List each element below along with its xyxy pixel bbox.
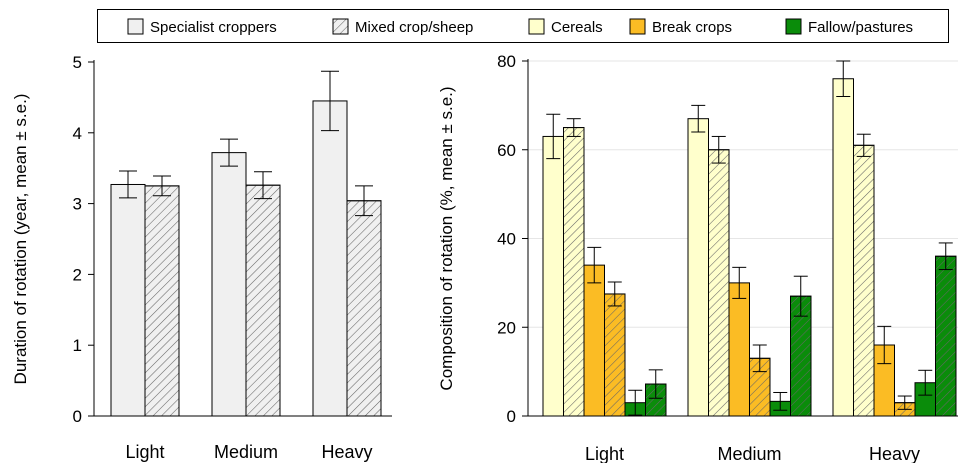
y-tick-label: 40 [497, 230, 516, 249]
duration-chart: 0 1 2 3 4 5 Duration of rotation (year, mean ±… [11, 53, 392, 462]
y-axis-label: Composition of rotation (%, mean ± s.e.) [437, 86, 456, 390]
legend-swatch-3 [629, 18, 646, 35]
bar-hatch [935, 255, 957, 417]
bar-hatch [563, 127, 585, 417]
bar-hatch [708, 149, 730, 417]
y-tick-label: 80 [497, 52, 516, 71]
y-tick-label: 0 [73, 407, 82, 426]
y-tick-label: 0 [507, 407, 516, 426]
bar [728, 282, 750, 417]
y-tick-label: 1 [73, 336, 82, 355]
bar-hatch [346, 200, 382, 417]
bar-hatch [853, 144, 875, 417]
category-label: Heavy [321, 442, 372, 462]
bar [312, 100, 348, 417]
y-tick-label: 20 [497, 318, 516, 337]
legend-frame [97, 9, 949, 43]
category-label: Medium [717, 444, 781, 463]
category-label: Light [125, 442, 164, 462]
category-label: Heavy [869, 444, 920, 463]
y-tick-label: 3 [73, 195, 82, 214]
legend-swatch-hatch-1 [332, 18, 349, 35]
y-tick-label: 2 [73, 265, 82, 284]
bar [583, 264, 605, 417]
bar-hatch [144, 185, 180, 417]
bar [110, 183, 146, 417]
legend-label: Specialist croppers [150, 19, 277, 36]
legend-label: Cereals [551, 19, 603, 36]
bar-hatch [604, 293, 626, 417]
y-tick-label: 5 [73, 53, 82, 72]
bar [542, 135, 564, 417]
composition-chart: 0 20 40 60 80 Composition of rotation (%, mea… [437, 52, 958, 463]
category-label: Light [585, 444, 624, 463]
y-axis-label: Duration of rotation (year, mean ± s.e.) [11, 94, 30, 385]
bar-hatch [245, 184, 281, 417]
legend-swatch-4 [785, 18, 802, 35]
legend-label: Mixed crop/sheep [355, 19, 473, 36]
legend: Specialist croppers Mixed crop/sheep Cerea… [97, 9, 949, 43]
y-tick-label: 4 [73, 124, 82, 143]
legend-label: Fallow/pastures [808, 19, 913, 36]
bar [832, 78, 854, 417]
legend-label: Break crops [652, 19, 732, 36]
bar [687, 118, 709, 417]
legend-swatch-0 [127, 18, 144, 35]
category-label: Medium [214, 442, 278, 462]
legend-swatch-2 [528, 18, 545, 35]
y-tick-label: 60 [497, 141, 516, 160]
bar [211, 152, 247, 417]
